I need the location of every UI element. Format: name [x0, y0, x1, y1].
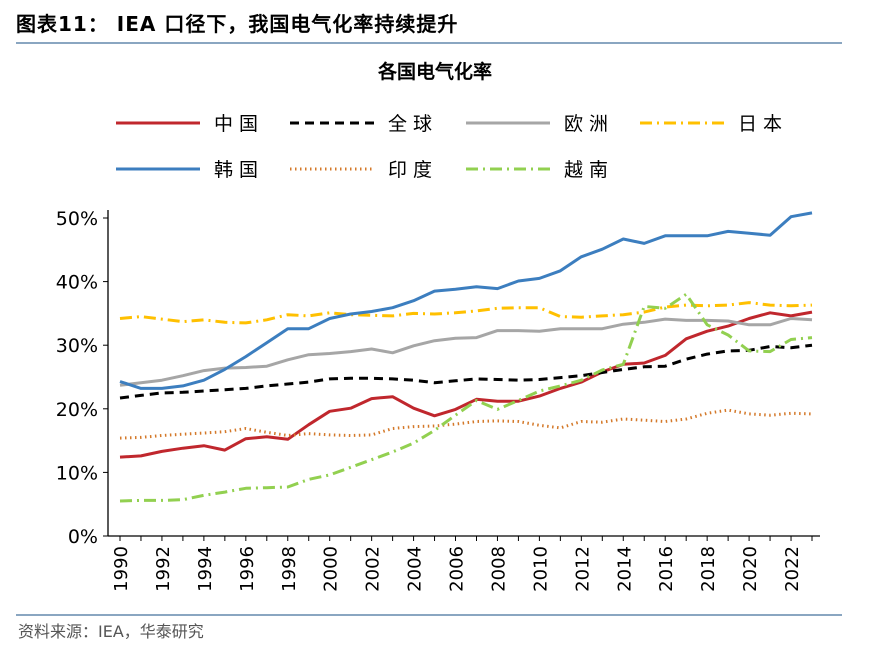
legend-label: 韩国 [214, 159, 264, 181]
footer-rule [16, 614, 842, 616]
x-tick-label: 2008 [488, 546, 509, 592]
series-line [119, 343, 813, 400]
legend-label: 日本 [738, 113, 788, 135]
series-line [119, 310, 813, 459]
x-tick-label: 2000 [321, 546, 342, 592]
source-note: 资料来源：IEA，华泰研究 [18, 622, 204, 641]
x-tick-label: 2014 [614, 546, 635, 592]
y-tick-label: 10% [56, 462, 98, 484]
axes: 0% 10% 20% 30% 40% 50% 1990 1992 1994 1996 1998 200… [56, 208, 820, 592]
y-tick-label: 30% [56, 335, 98, 357]
x-tick-label: 2010 [530, 546, 551, 592]
series-layer [119, 211, 813, 503]
chart-title: 各国电气化率 [377, 60, 492, 83]
header-rule [16, 42, 842, 44]
x-tick-label: 2022 [782, 546, 803, 592]
series-line [119, 317, 813, 387]
x-tick-label: 2006 [447, 546, 468, 592]
series-line [119, 408, 813, 440]
y-tick-label: 40% [56, 272, 98, 294]
legend-label: 中国 [214, 113, 264, 135]
legend-label: 印度 [388, 159, 438, 181]
legend-label: 全球 [388, 113, 438, 135]
x-tick-label: 1996 [237, 546, 258, 592]
x-tick-label: 1992 [153, 546, 174, 592]
y-tick-label: 0% [68, 526, 98, 548]
x-tick-label: 1994 [195, 546, 216, 592]
y-tick-label: 50% [56, 208, 98, 230]
x-tick-label: 2020 [740, 546, 761, 592]
legend-label: 越南 [564, 159, 614, 181]
series-line [119, 301, 813, 325]
figure-title: 图表11： IEA 口径下，我国电气化率持续提升 [16, 12, 459, 36]
x-tick-label: 2018 [698, 546, 719, 592]
x-tick-label: 2012 [572, 546, 593, 592]
legend-label: 欧洲 [564, 113, 614, 135]
y-tick-label: 20% [56, 399, 98, 421]
x-tick-label: 2004 [405, 546, 426, 592]
series-line [119, 292, 813, 503]
series-line [119, 211, 813, 390]
x-tick-label: 1990 [111, 546, 132, 592]
x-tick-label: 1998 [279, 546, 300, 592]
x-tick-label: 2002 [363, 546, 384, 592]
x-tick-label: 2016 [656, 546, 677, 592]
figure-header: 图表11： IEA 口径下，我国电气化率持续提升 [16, 10, 846, 40]
